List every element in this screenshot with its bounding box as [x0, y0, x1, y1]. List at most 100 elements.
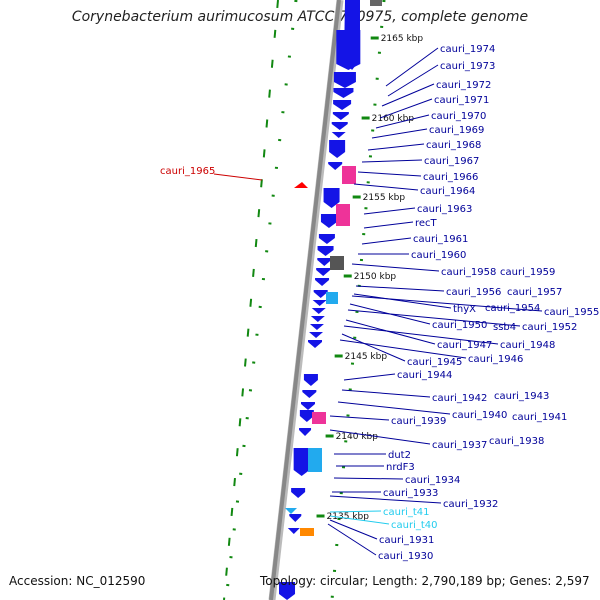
gene-label: cauri_t40 — [391, 520, 438, 531]
leader-line — [347, 309, 521, 327]
gene-label: cauri_1938 — [489, 436, 544, 447]
cds-arrow — [311, 308, 326, 314]
cds-arrow — [302, 390, 317, 398]
leader-line — [339, 339, 467, 359]
leader-line — [343, 373, 396, 381]
gene-label: cauri_1933 — [383, 488, 438, 499]
leader-line — [341, 389, 431, 398]
cds-arrow — [344, 0, 360, 70]
leader-line — [329, 495, 442, 504]
cds-arrow — [309, 324, 324, 330]
cds-arrow — [310, 316, 325, 322]
highlight-feature — [294, 182, 308, 188]
bp-tick-label: 2165 kbp — [381, 34, 424, 44]
leader-line — [351, 295, 543, 312]
leader-line — [355, 285, 445, 292]
leader-line — [357, 171, 422, 177]
gene-label: cauri_1941 — [512, 412, 567, 423]
accession-text: Accession: NC_012590 — [9, 574, 146, 588]
feature-box — [300, 528, 314, 536]
gene-label: recT — [415, 218, 438, 229]
leader-line — [381, 83, 435, 107]
gene-label: cauri_1970 — [431, 111, 486, 122]
cds-arrow — [293, 448, 310, 476]
feature-box — [312, 412, 326, 424]
gene-label: cauri_1954 — [485, 303, 540, 314]
leader-line — [341, 333, 406, 362]
cds-arrow — [315, 278, 330, 286]
cds-arrow — [316, 268, 331, 276]
cds-arrow — [318, 234, 335, 244]
leader-line — [361, 159, 423, 163]
feature-box — [336, 204, 350, 226]
leader-line — [353, 293, 452, 309]
gene-label: cauri_1940 — [452, 410, 507, 421]
feature-box — [330, 256, 344, 270]
guide-dots — [223, 0, 386, 600]
gene-label: cauri_1946 — [468, 354, 523, 365]
cds-arrow — [299, 428, 312, 436]
gene-label: cauri_1963 — [417, 204, 472, 215]
gene-label: cauri_1950 — [432, 320, 487, 331]
feature-box — [370, 0, 382, 6]
leader-line — [379, 98, 433, 119]
gene-label: cauri_1931 — [379, 535, 434, 546]
gene-label: cauri_1944 — [397, 370, 452, 381]
leader-lines — [213, 47, 543, 556]
cds-arrow — [300, 402, 315, 410]
leader-line — [371, 128, 428, 139]
gene-label: cauri_1945 — [407, 357, 462, 368]
bp-tick-label: 2145 kbp — [345, 352, 388, 362]
gene-label: cauri_1961 — [413, 234, 468, 245]
cds-arrow — [333, 72, 356, 88]
gene-label: cauri_1955 — [544, 307, 599, 318]
leader-line — [363, 207, 416, 215]
cds-arrow — [309, 332, 324, 338]
bp-tick-label: 2140 kbp — [336, 432, 379, 442]
gene-label: cauri_1959 — [500, 267, 555, 278]
gene-label: ssb4 — [493, 322, 516, 333]
leader-line — [333, 477, 404, 480]
leader-line — [329, 510, 382, 513]
gene-label: cauri_1942 — [432, 393, 487, 404]
gene-label: cauri_1930 — [378, 551, 433, 562]
cds-arrow — [320, 214, 337, 228]
guide-line — [223, 0, 279, 600]
leader-line — [337, 401, 451, 415]
leader-line — [213, 173, 263, 181]
leader-line — [329, 429, 431, 445]
gene-features — [279, 0, 382, 600]
cds-arrow — [291, 488, 306, 498]
gene-label: cauri_1956 — [446, 287, 501, 298]
bp-tick-label: 2135 kbp — [327, 512, 370, 522]
leader-line — [327, 523, 377, 556]
gene-label: cauri_1948 — [500, 340, 555, 351]
bp-tick-label: 2160 kbp — [372, 114, 415, 124]
leader-line — [387, 64, 439, 97]
cds-arrow — [308, 340, 323, 348]
feature-box — [308, 448, 322, 472]
gene-label: cauri_1972 — [436, 80, 491, 91]
gene-label: thyX — [453, 304, 476, 315]
topology-text: Topology: circular; Length: 2,790,189 bp… — [260, 574, 590, 588]
leader-line — [361, 237, 412, 245]
cds-arrow — [332, 112, 349, 120]
gene-label-highlighted: cauri_1965 — [160, 166, 215, 177]
cds-arrow — [279, 582, 296, 600]
gene-label: cauri_1974 — [440, 44, 495, 55]
cds-arrow — [331, 132, 346, 138]
gene-label: cauri_1967 — [424, 156, 479, 167]
gene-label: cauri_1947 — [437, 340, 492, 351]
gene-label: cauri_1971 — [434, 95, 489, 106]
cds-arrow — [329, 140, 346, 158]
cds-arrow — [333, 100, 352, 110]
gene-label: cauri_1943 — [494, 391, 549, 402]
gene-label: nrdF3 — [386, 462, 415, 473]
cds-arrow — [299, 410, 314, 422]
leader-line — [367, 143, 425, 151]
cds-arrow — [328, 162, 343, 170]
cds-arrow — [289, 514, 302, 522]
gene-label: cauri_1964 — [420, 186, 475, 197]
leader-line — [343, 325, 499, 345]
